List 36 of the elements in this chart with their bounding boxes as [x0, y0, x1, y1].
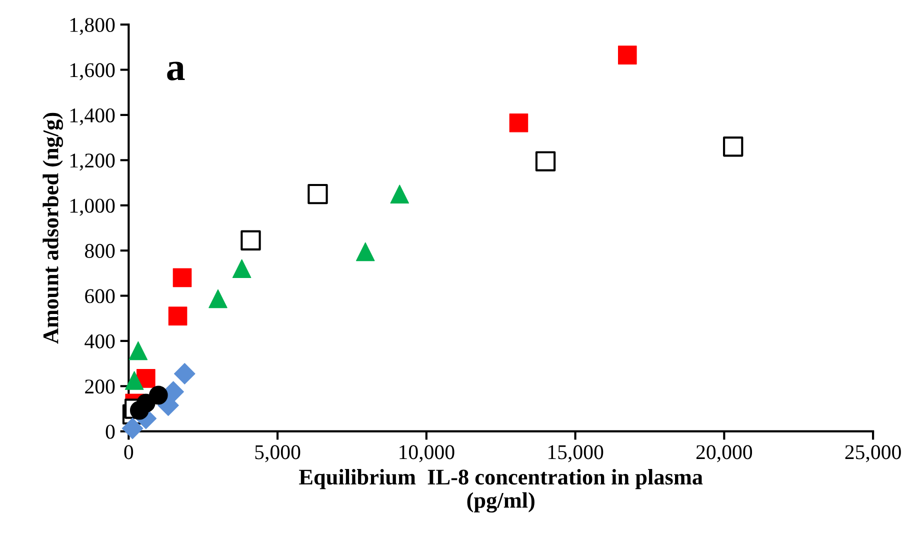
y-tick-label: 1,600: [70, 63, 115, 80]
y-tick-label: 200: [85, 380, 115, 394]
point: [509, 113, 528, 132]
y-tick-label: 1,400: [70, 108, 115, 126]
point: [168, 306, 188, 326]
x-tick-label: 25,000: [845, 445, 901, 462]
x-axis-title: Equilibrium IL-8 concentration in plasma (pg/ml): [299, 468, 703, 513]
x-tick-label: 5,000: [255, 445, 300, 462]
y-tick-label: 1,800: [70, 18, 115, 35]
point: [535, 151, 556, 172]
point: [723, 136, 744, 157]
point: [172, 268, 192, 288]
x-tick-label: 20,000: [696, 445, 752, 462]
y-axis-title: Amount adsorbed (ng/g): [42, 112, 64, 344]
point: [208, 289, 228, 308]
point: [149, 386, 168, 405]
y-tick-label: 0: [106, 424, 115, 439]
point: [174, 363, 196, 384]
y-tick-label: 600: [85, 289, 115, 304]
point: [308, 184, 328, 204]
y-tick-label: 1,200: [70, 154, 115, 171]
point: [356, 242, 375, 262]
point: [390, 184, 410, 204]
point: [122, 418, 144, 440]
x-tick-label: 15,000: [548, 445, 604, 462]
point: [618, 46, 637, 64]
y-tick-label: 800: [85, 244, 115, 258]
y-tick-label: 400: [84, 334, 115, 348]
point: [124, 371, 144, 390]
point: [128, 341, 148, 360]
annotation: a: [167, 62, 185, 80]
y-tick-label: 1,000: [70, 198, 115, 216]
x-tick-label: 0: [124, 445, 134, 460]
point: [232, 259, 252, 278]
point: [240, 230, 261, 250]
x-tick-label: 10,000: [400, 445, 454, 462]
